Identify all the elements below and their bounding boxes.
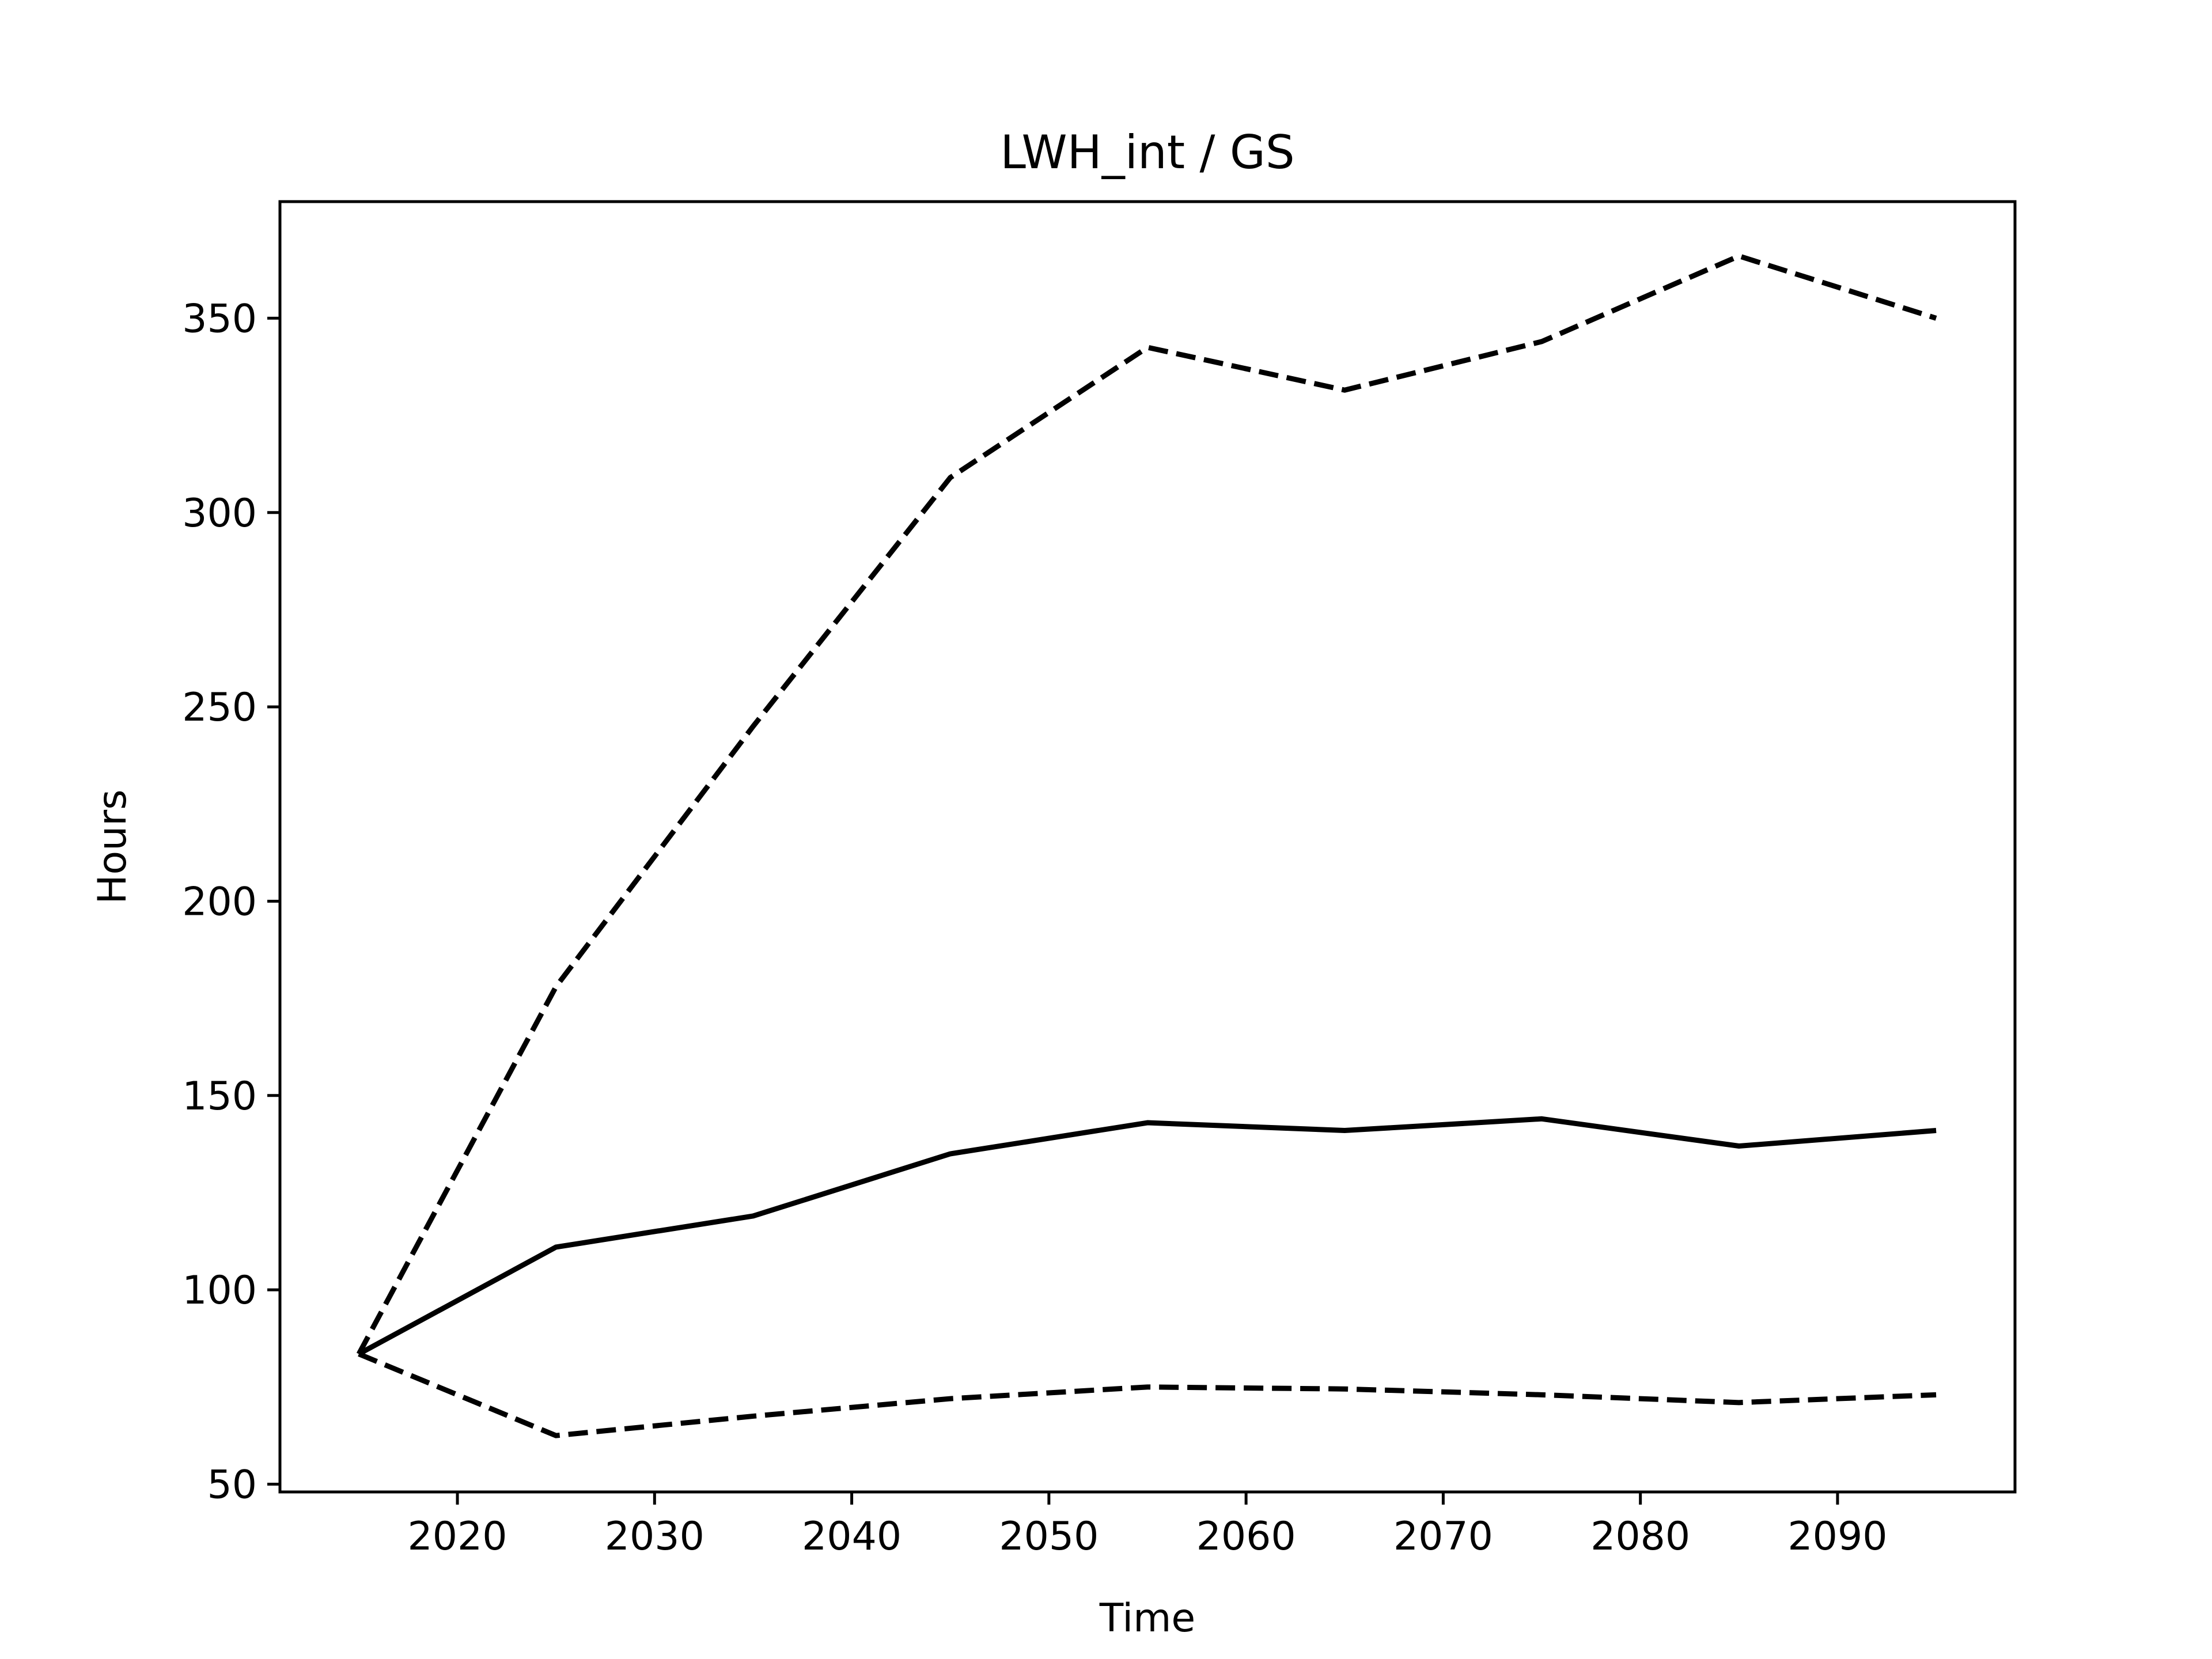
y-tick-label: 350 xyxy=(182,296,257,342)
x-tick-label: 2040 xyxy=(802,1514,902,1559)
x-tick-label: 2080 xyxy=(1590,1514,1690,1559)
y-tick-label: 200 xyxy=(182,879,257,925)
y-tick-label: 150 xyxy=(182,1074,257,1119)
upper-dashed-series-line xyxy=(356,253,1937,1355)
y-tick-label: 100 xyxy=(182,1268,257,1313)
central-solid-series-line xyxy=(357,1116,1937,1357)
x-tick-label: 2050 xyxy=(999,1514,1099,1559)
y-axis-label: Hours xyxy=(90,789,135,904)
plot-frame xyxy=(278,200,2017,1494)
x-axis-label: Time xyxy=(1099,1596,1195,1641)
y-tick-label: 50 xyxy=(207,1463,257,1508)
x-tick-label: 2090 xyxy=(1787,1514,1887,1559)
y-tick-label: 250 xyxy=(182,685,257,730)
lower-dashed-series-line xyxy=(358,1351,1937,1438)
y-tick-label: 300 xyxy=(182,491,257,536)
x-tick-label: 2020 xyxy=(408,1514,507,1559)
x-tick-label: 2030 xyxy=(605,1514,704,1559)
x-tick-label: 2070 xyxy=(1393,1514,1493,1559)
ticks-layer: 2020 2030 2040 2050 2060 2070 2080 2090 50 100 150… xyxy=(182,296,1887,1559)
series-layer xyxy=(356,253,1937,1438)
chart-title: LWH_int / GS xyxy=(1000,126,1294,179)
x-tick-label: 2060 xyxy=(1196,1514,1296,1559)
